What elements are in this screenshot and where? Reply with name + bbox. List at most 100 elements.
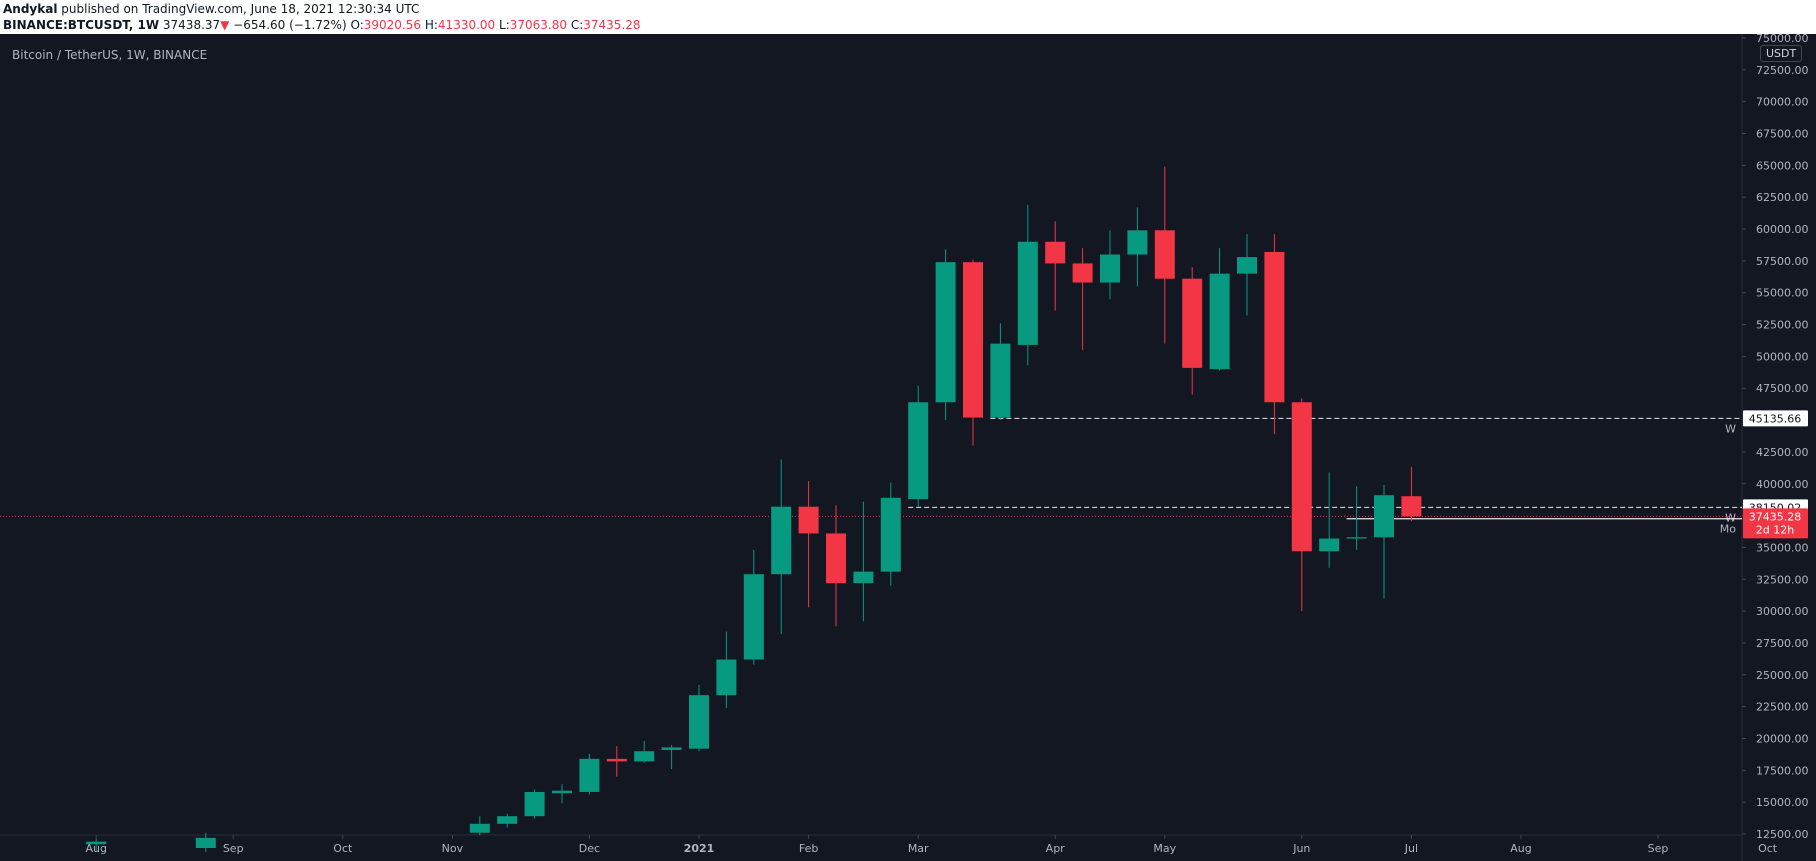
candle-16 [853,501,874,622]
candle-body-up [880,497,901,572]
candle-23 [1045,221,1066,311]
candle-7 [606,746,627,777]
level-tag-1: W [1725,511,1736,524]
candle-body-down [963,262,983,418]
candle-body-up [469,823,490,833]
level-price-label-0: 45135.66 [1743,410,1808,427]
candle-13 [771,459,792,635]
candle-20 [963,259,983,446]
y-tick-label: 70000.00 [1756,96,1809,109]
currency-badge[interactable]: USDT [1760,45,1803,62]
open-value: 39020.56 [363,18,422,32]
candle-body-up [86,841,107,845]
author-name[interactable]: Andykal [3,2,58,16]
candle-body-up [935,262,956,403]
x-tick-label: Jun [1292,842,1310,855]
candle-body-down [1182,278,1203,368]
candle-6 [579,753,600,795]
candle-body-up [1017,241,1038,345]
y-tick-label: 40000.00 [1756,478,1809,491]
y-tick-label: 52500.00 [1756,319,1809,332]
y-tick-label: 62500.00 [1756,191,1809,204]
symbol-label: BINANCE:BTCUSDT, 1W [3,18,160,32]
candles-layer [86,166,1422,852]
candle-14 [798,481,819,608]
candle-body-up [908,402,929,500]
x-tick-label: Nov [442,842,464,855]
candle-body-down [1401,496,1422,517]
level-price-text: 45135.66 [1749,412,1802,425]
candle-body-up [661,747,682,750]
chart-pane[interactable]: 12500.00 15000.00 17500.00 20000.00 22500.00… [0,34,1816,861]
x-tick-label: Sep [1648,842,1669,855]
candle-24 [1072,248,1093,351]
candle-body-up [1319,538,1340,552]
candle-body-down [1291,402,1312,552]
candle-22 [1017,204,1038,366]
candle-body-up [1100,254,1120,283]
candlestick-chart[interactable]: 12500.00 15000.00 17500.00 20000.00 22500.00… [0,34,1816,861]
candle-body-up [634,751,655,762]
candle-2 [469,816,490,836]
axes-layer: 12500.00 15000.00 17500.00 20000.00 22500.00… [0,34,1809,861]
candle-body-down [1045,241,1066,264]
publish-text: published on TradingView.com, June 18, 2… [61,2,420,16]
x-tick-label: Aug [1510,842,1531,855]
candle-body-down [1154,230,1175,279]
x-tick-label: May [1153,842,1176,855]
y-tick-label: 15000.00 [1756,796,1809,809]
candle-30 [1237,234,1257,316]
x-tick-label: Sep [223,842,244,855]
y-tick-label: 32500.00 [1756,573,1809,586]
candle-15 [826,505,846,627]
candle-body-down [606,758,627,762]
candle-34 [1346,486,1367,550]
candle-19 [935,249,956,421]
y-tick-label: 67500.00 [1756,128,1809,141]
candle-29 [1209,248,1230,371]
price-change: −654.60 (−1.72%) [233,18,347,32]
y-tick-label: 35000.00 [1756,541,1809,554]
candle-8 [634,741,655,763]
y-tick-label: 60000.00 [1756,223,1809,236]
candle-body-down [1264,251,1285,403]
candle-10 [689,684,709,752]
candle-18 [908,385,929,507]
y-tick-label: 17500.00 [1756,764,1809,777]
publish-info: Andykal published on TradingView.com, Ju… [3,1,419,17]
x-tick-label: Dec [579,842,600,855]
y-tick-label: 47500.00 [1756,382,1809,395]
x-tick-label: Jul [1404,842,1418,855]
y-tick-label: 65000.00 [1756,159,1809,172]
candle-11 [716,631,737,708]
current-price-text: 37435.28 [1749,510,1802,523]
candle-body-up [1346,537,1367,539]
close-label: C: [570,18,584,32]
y-tick-label: 20000.00 [1756,732,1809,745]
candle-body-up [552,790,572,794]
chart-legend-title[interactable]: Bitcoin / TetherUS, 1W, BINANCE [12,48,208,62]
symbol-ohlc-line: BINANCE:BTCUSDT, 1W 37438.37▼ −654.60 (−… [3,17,641,33]
candle-body-up [579,758,600,792]
candle-body-up [689,695,709,749]
candle-body-up [1127,230,1148,255]
candle-36 [1401,466,1422,522]
y-tick-label: 30000.00 [1756,605,1809,618]
candle-body-up [195,837,216,849]
candle-28 [1182,267,1203,395]
candle-body-up [1209,273,1230,370]
candle-body-up [524,791,545,817]
candle-32 [1291,398,1312,612]
close-value: 37435.28 [583,18,641,32]
candle-body-up [716,659,737,696]
y-tick-label: 12500.00 [1756,828,1809,841]
candle-26 [1127,207,1148,287]
current-price-bg [1743,508,1808,539]
level-price-bg [1743,410,1808,427]
y-tick-label: 72500.00 [1756,64,1809,77]
snapshot-header: Andykal published on TradingView.com, Ju… [0,0,1816,34]
x-tick-label: 2021 [684,842,715,855]
